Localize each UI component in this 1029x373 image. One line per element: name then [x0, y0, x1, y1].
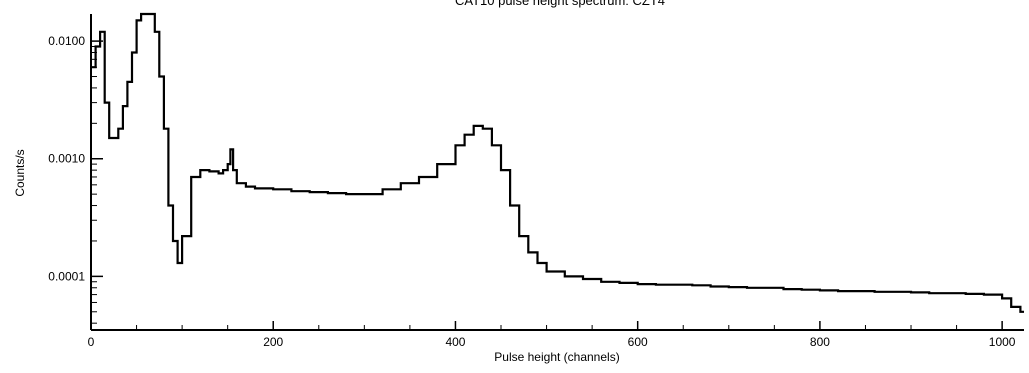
- y-tick-label: 0.0100: [48, 34, 85, 48]
- chart-axes: 0 200 400 600 800 1000 0.0001 0.0010 0.0100: [48, 14, 1024, 349]
- y-tick-label: 0.0001: [48, 269, 85, 283]
- x-tick-label: 600: [628, 335, 648, 349]
- y-axis-title: Counts/s: [13, 149, 27, 196]
- x-tick-label: 1000: [989, 335, 1016, 349]
- x-tick-label: 400: [445, 335, 465, 349]
- chart-title: CAT10 pulse height spectrum: CZT4: [455, 0, 665, 8]
- x-tick-label: 0: [88, 335, 95, 349]
- x-tick-label: 200: [263, 335, 283, 349]
- x-axis-title: Pulse height (channels): [494, 350, 619, 364]
- y-tick-label: 0.0010: [48, 152, 85, 166]
- x-tick-label: 800: [810, 335, 830, 349]
- spectrum-series-line: [91, 12, 1024, 313]
- chart-series-layer: [91, 12, 1024, 313]
